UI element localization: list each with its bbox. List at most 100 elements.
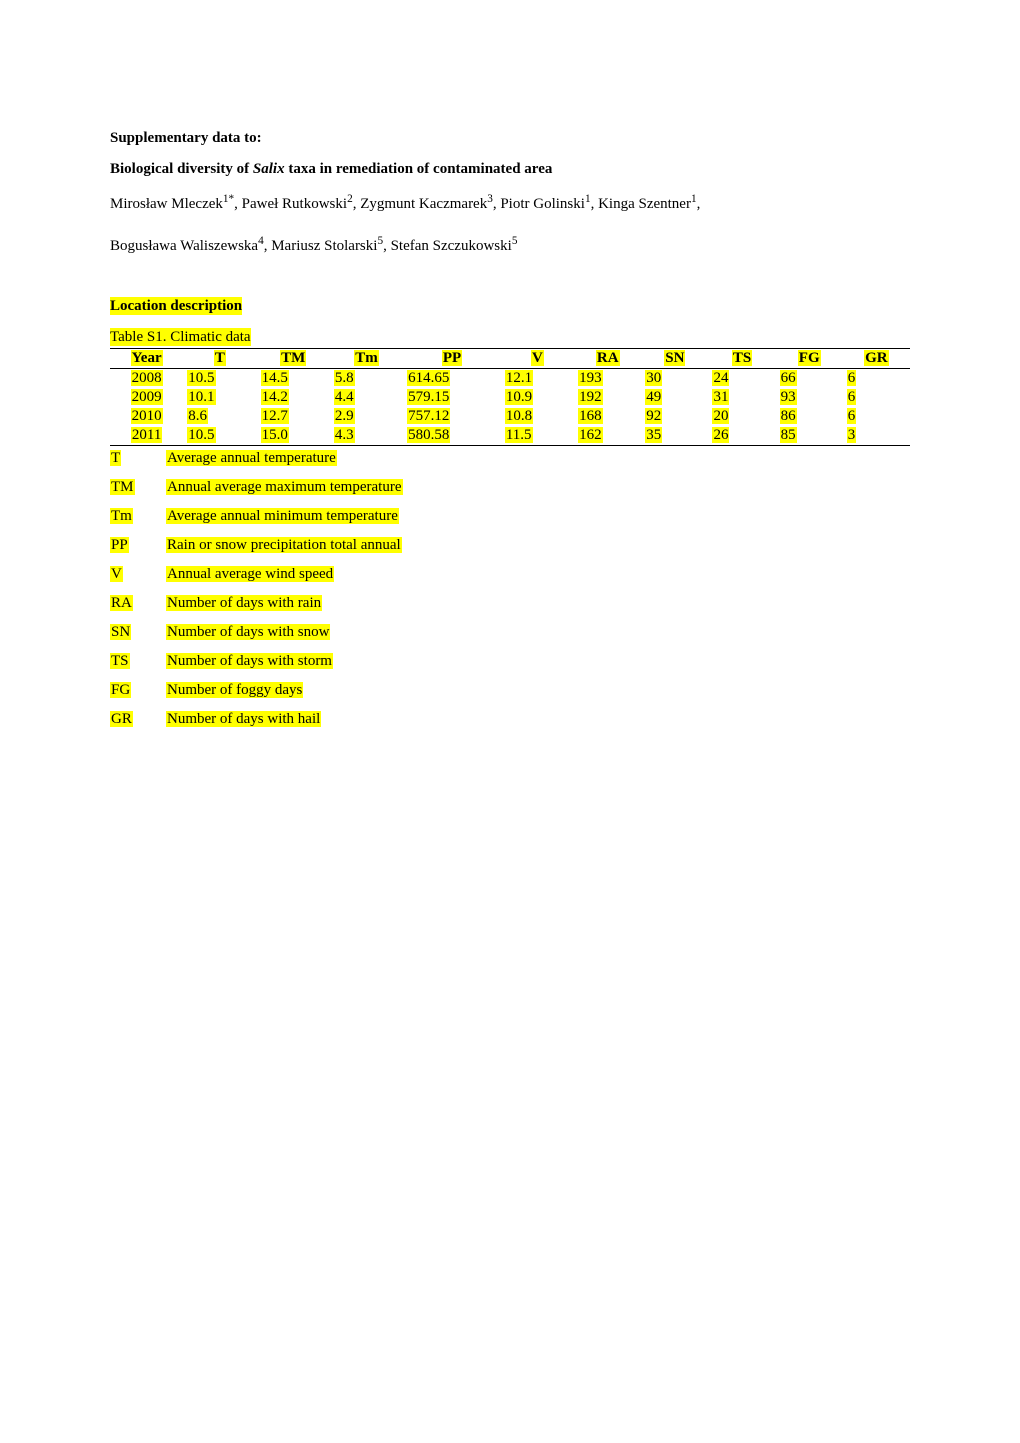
table-header-cell: RA [574,349,641,369]
table-cell: 580.58 [403,426,501,446]
table-cell-text: 14.5 [261,370,289,386]
legend-key-wrap: FG [110,682,166,699]
table-cell: 2010 [110,407,183,426]
legend-val-wrap: Average annual temperature [166,450,337,467]
table-cell: 24 [708,369,775,389]
table-cell-text: 757.12 [407,408,450,424]
legend-val-wrap: Rain or snow precipitation total annual [166,537,402,554]
table-cell-text: 11.5 [505,427,533,443]
legend-val-wrap: Number of days with snow [166,624,330,641]
table-header-text: Year [131,350,163,366]
table-cell: 4.3 [330,426,403,446]
supplementary-text: Supplementary data to: [110,130,262,146]
table-header-cell: SN [641,349,708,369]
table-cell-text: 12.7 [261,408,289,424]
authors-line-2: Bogusława Waliszewska4, Mariusz Stolarsk… [110,234,910,258]
table-cell-text: 10.5 [187,370,215,386]
author-name: , Zygmunt Kaczmarek [353,196,488,212]
table-cell: 86 [776,407,843,426]
table-cell-text: 168 [578,408,603,424]
legend-val: Number of days with storm [166,653,333,669]
table-header-text: SN [664,350,685,366]
table-header-text: TM [280,350,306,366]
table-cell-text: 86 [780,408,797,424]
table-cell-text: 93 [780,389,797,405]
table-cell: 11.5 [501,426,574,446]
table-cell: 2008 [110,369,183,389]
table-cell: 12.1 [501,369,574,389]
legend-row: FGNumber of foggy days [110,682,910,699]
table-cell-text: 4.3 [334,427,355,443]
table-header-cell: PP [403,349,501,369]
legend-val: Number of days with rain [166,595,322,611]
legend-row: VAnnual average wind speed [110,566,910,583]
table-cell-text: 15.0 [261,427,289,443]
legend-val-wrap: Number of days with rain [166,595,322,612]
table-cell: 2009 [110,388,183,407]
table-cell: 614.65 [403,369,501,389]
table-cell: 10.1 [183,388,256,407]
legend-val-wrap: Number of days with hail [166,711,321,728]
table-cell-text: 30 [645,370,662,386]
table-header-row: YearTTMTmPPVRASNTSFGGR [110,349,910,369]
authors-line-1: Mirosław Mleczek1*, Paweł Rutkowski2, Zy… [110,192,910,216]
table-cell: 26 [708,426,775,446]
table-cell: 10.9 [501,388,574,407]
table-caption-wrap: Table S1. Climatic data [110,329,910,346]
legend-val-wrap: Average annual minimum temperature [166,508,399,525]
table-cell: 162 [574,426,641,446]
table-header-text: Tm [354,350,379,366]
author-name: , Mariusz Stolarski [264,238,378,254]
table-cell-text: 12.1 [505,370,533,386]
legend-key-wrap: TM [110,479,166,496]
legend-key-wrap: Tm [110,508,166,525]
legend-val: Average annual temperature [166,450,337,466]
legend: TAverage annual temperatureTMAnnual aver… [110,450,910,728]
author-name: Bogusława Waliszewska [110,238,258,254]
table-cell-text: 162 [578,427,603,443]
table-cell-text: 10.8 [505,408,533,424]
legend-row: T Average annual temperature [110,450,910,467]
legend-key-wrap: RA [110,595,166,612]
legend-row: TMAnnual average maximum temperature [110,479,910,496]
table-header-cell: V [501,349,574,369]
legend-key: T [110,450,121,466]
paper-title: Biological diversity of Salix taxa in re… [110,161,910,178]
legend-row: RANumber of days with rain [110,595,910,612]
table-cell-text: 614.65 [407,370,450,386]
legend-row: Tm Average annual minimum temperature [110,508,910,525]
table-cell: 30 [641,369,708,389]
legend-val: Number of days with hail [166,711,321,727]
table-cell: 92 [641,407,708,426]
table-cell-text: 579.15 [407,389,450,405]
legend-val: Annual average wind speed [166,566,334,582]
table-cell-text: 6 [847,408,857,424]
legend-key: TM [110,479,135,495]
title-italic: Salix [253,161,285,177]
table-cell: 168 [574,407,641,426]
table-row: 200910.114.24.4579.1510.91924931936 [110,388,910,407]
table-header-text: V [531,350,544,366]
table-header-cell: FG [776,349,843,369]
author-affil-sup: 5 [512,235,518,247]
table-cell-text: 14.2 [261,389,289,405]
table-header-cell: GR [843,349,910,369]
table-header-cell: Tm [330,349,403,369]
table-cell: 93 [776,388,843,407]
table-cell-text: 85 [780,427,797,443]
section-heading-wrap: Location description [110,298,910,315]
legend-row: GRNumber of days with hail [110,711,910,728]
table-header-text: T [214,350,226,366]
legend-val-wrap: Number of foggy days [166,682,303,699]
legend-key: SN [110,624,131,640]
table-header-text: RA [596,350,620,366]
table-header-text: GR [864,350,889,366]
table-cell-text: 10.9 [505,389,533,405]
table-cell-text: 2008 [131,370,163,386]
legend-key: Tm [110,508,133,524]
table-row: 201110.515.04.3580.5811.51623526853 [110,426,910,446]
table-row: 200810.514.55.8614.6512.11933024666 [110,369,910,389]
climatic-data-table: YearTTMTmPPVRASNTSFGGR 200810.514.55.861… [110,348,910,446]
table-cell-text: 66 [780,370,797,386]
table-cell-text: 193 [578,370,603,386]
